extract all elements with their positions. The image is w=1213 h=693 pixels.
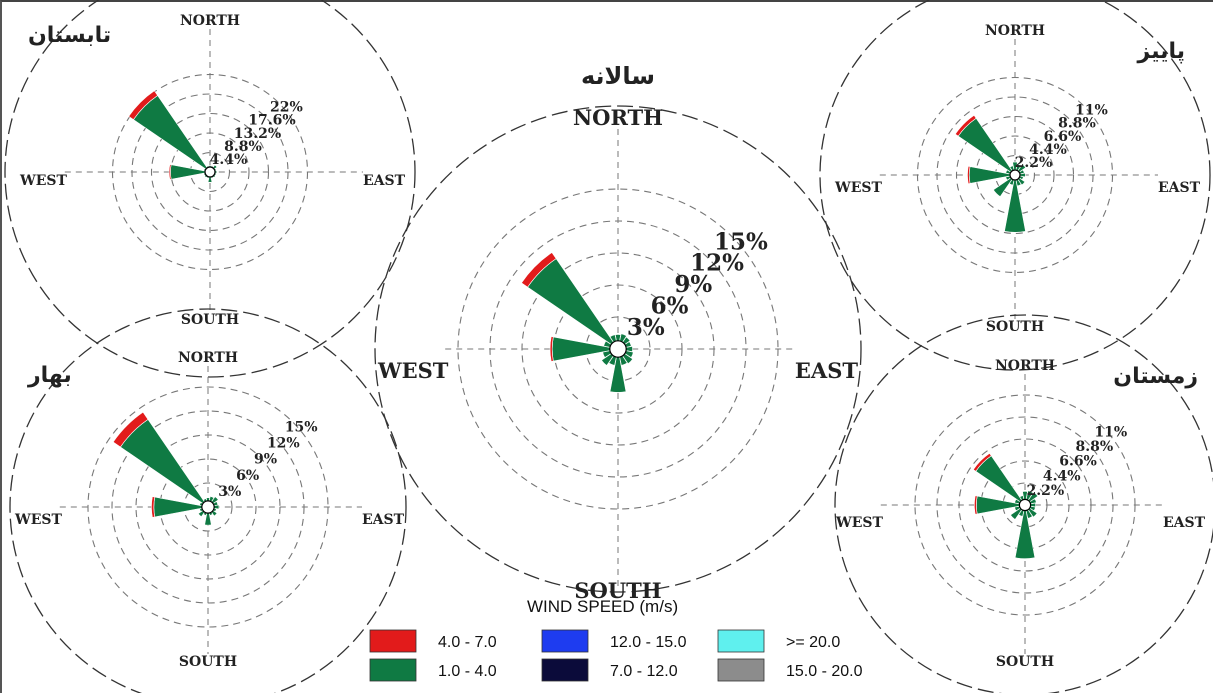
outer-circle bbox=[9, 308, 407, 693]
petal-w-speed-4-7 bbox=[549, 336, 554, 362]
direction-label-east: EAST bbox=[362, 512, 405, 528]
direction-label-west: WEST bbox=[377, 358, 449, 383]
ring-label: 3% bbox=[627, 314, 665, 341]
windrose-panel: 3%6%9%12%15% NORTH SOUTH WEST EAST سالانه bbox=[374, 62, 862, 603]
windrose-panel: 3%6%9%12%15% NORTH SOUTH WEST EAST بهار bbox=[9, 308, 407, 693]
direction-label-east: EAST bbox=[363, 173, 406, 189]
outer-circle bbox=[819, 0, 1211, 371]
legend-label: 4.0 - 7.0 bbox=[438, 634, 497, 651]
petal-w-speed-1-4 bbox=[968, 166, 1011, 184]
panel-title: سالانه bbox=[581, 62, 655, 90]
ring-label: 12% bbox=[690, 250, 744, 277]
legend-swatch bbox=[369, 658, 417, 682]
legend-swatch bbox=[541, 629, 589, 653]
direction-label-west: WEST bbox=[14, 512, 63, 528]
petal-w-speed-1-4 bbox=[551, 336, 611, 362]
ring-label: 8.8% bbox=[1076, 439, 1114, 455]
ring-label: 15% bbox=[285, 420, 318, 436]
outer-circle bbox=[374, 105, 862, 593]
panel-title: بهار bbox=[27, 363, 72, 388]
calm-circle bbox=[1009, 169, 1021, 181]
ring-label: 4.4% bbox=[210, 152, 248, 168]
ring-label: 2.2% bbox=[1027, 483, 1065, 499]
direction-label-north: NORTH bbox=[178, 350, 238, 366]
direction-label-south: SOUTH bbox=[996, 654, 1054, 670]
direction-label-south: SOUTH bbox=[179, 654, 237, 670]
legend-label: 12.0 - 15.0 bbox=[610, 634, 687, 651]
petal-w-speed-4-7 bbox=[974, 495, 978, 515]
legend-title: WIND SPEED (m/s) bbox=[527, 597, 678, 616]
ring-label: 17.6% bbox=[248, 113, 295, 129]
petal-w-speed-4-7 bbox=[967, 165, 971, 185]
direction-label-east: EAST bbox=[795, 358, 858, 383]
ring-label: 9% bbox=[254, 452, 277, 468]
direction-label-north: NORTH bbox=[573, 105, 663, 130]
windrose-panel: 2.2%4.4%6.6%8.8%11% NORTH SOUTH WEST EAST زمس… bbox=[834, 314, 1213, 693]
ring-label: 6.6% bbox=[1044, 129, 1082, 145]
petal-ww-speed-4-7 bbox=[972, 452, 992, 472]
petal-ww-speed-4-7 bbox=[112, 411, 149, 448]
panel-title: پاییز bbox=[1137, 39, 1185, 64]
petal-ww-speed-4-7 bbox=[521, 252, 557, 288]
ring-label: 6% bbox=[651, 293, 689, 320]
ring-label: 2.2% bbox=[1015, 155, 1053, 171]
calm-circle bbox=[1018, 498, 1032, 512]
direction-label-west: WEST bbox=[835, 515, 884, 531]
petal-w-speed-1-4 bbox=[976, 495, 1020, 515]
ring-label: 11% bbox=[1094, 424, 1127, 440]
ring-label: 15% bbox=[714, 228, 768, 255]
calm-circle bbox=[609, 340, 627, 358]
windrose-panel: 4.4%8.8%13.2%17.6%22% NORTH SOUTH WEST EAST ت… bbox=[4, 0, 416, 378]
ring-label: 11% bbox=[1075, 103, 1108, 119]
ring-label: 12% bbox=[267, 436, 300, 452]
direction-label-south: SOUTH bbox=[986, 319, 1044, 335]
ring-label: 6.6% bbox=[1059, 454, 1097, 470]
direction-label-north: NORTH bbox=[985, 23, 1045, 39]
frequency-ring bbox=[955, 115, 1075, 235]
legend-label: 1.0 - 4.0 bbox=[438, 663, 497, 680]
legend-swatch bbox=[369, 629, 417, 653]
ring-label: 6% bbox=[236, 468, 259, 484]
direction-label-south: SOUTH bbox=[574, 578, 661, 603]
legend-swatch bbox=[541, 658, 589, 682]
direction-label-north: NORTH bbox=[995, 358, 1055, 374]
ring-label: 22% bbox=[270, 100, 303, 116]
ring-label: 8.8% bbox=[224, 139, 262, 155]
ring-label: 8.8% bbox=[1058, 116, 1096, 132]
petal-ww-speed-4-7 bbox=[128, 90, 159, 121]
petal-w-speed-4-7 bbox=[168, 164, 172, 180]
petal-s-speed-1-4 bbox=[1014, 510, 1036, 559]
legend-swatch bbox=[717, 658, 765, 682]
petal-ww-speed-4-7 bbox=[954, 114, 977, 137]
outer-circle bbox=[834, 314, 1213, 693]
petal-w-speed-1-4 bbox=[153, 496, 203, 518]
legend-swatch bbox=[717, 629, 765, 653]
panel-title: زمستان bbox=[1113, 364, 1198, 389]
legend-label: 15.0 - 20.0 bbox=[786, 663, 863, 680]
petal-w-speed-1-4 bbox=[170, 164, 206, 180]
ring-label: 9% bbox=[674, 271, 712, 298]
legend-label: >= 20.0 bbox=[786, 634, 840, 651]
direction-label-west: WEST bbox=[834, 180, 883, 196]
ring-label: 3% bbox=[218, 484, 241, 500]
direction-label-west: WEST bbox=[19, 173, 68, 189]
panel-title: تابستان bbox=[28, 23, 111, 48]
windrose-panel: 2.2%4.4%6.6%8.8%11% NORTH SOUTH WEST EAST پای… bbox=[819, 0, 1211, 371]
direction-label-north: NORTH bbox=[180, 13, 240, 29]
ring-label: 4.4% bbox=[1029, 142, 1067, 158]
calm-circle bbox=[204, 166, 216, 178]
petal-s-speed-1-4 bbox=[1004, 179, 1026, 233]
outer-circle bbox=[4, 0, 416, 378]
direction-label-east: EAST bbox=[1158, 180, 1201, 196]
direction-label-east: EAST bbox=[1163, 515, 1206, 531]
calm-circle bbox=[201, 500, 215, 514]
ring-label: 4.4% bbox=[1043, 468, 1081, 484]
petal-w-speed-4-7 bbox=[151, 496, 156, 518]
legend: WIND SPEED (m/s) 4.0 - 7.0 1.0 - 4.0 12.0 … bbox=[369, 597, 863, 682]
ring-label: 13.2% bbox=[234, 126, 281, 142]
direction-label-south: SOUTH bbox=[181, 312, 239, 328]
legend-label: 7.0 - 12.0 bbox=[610, 663, 678, 680]
